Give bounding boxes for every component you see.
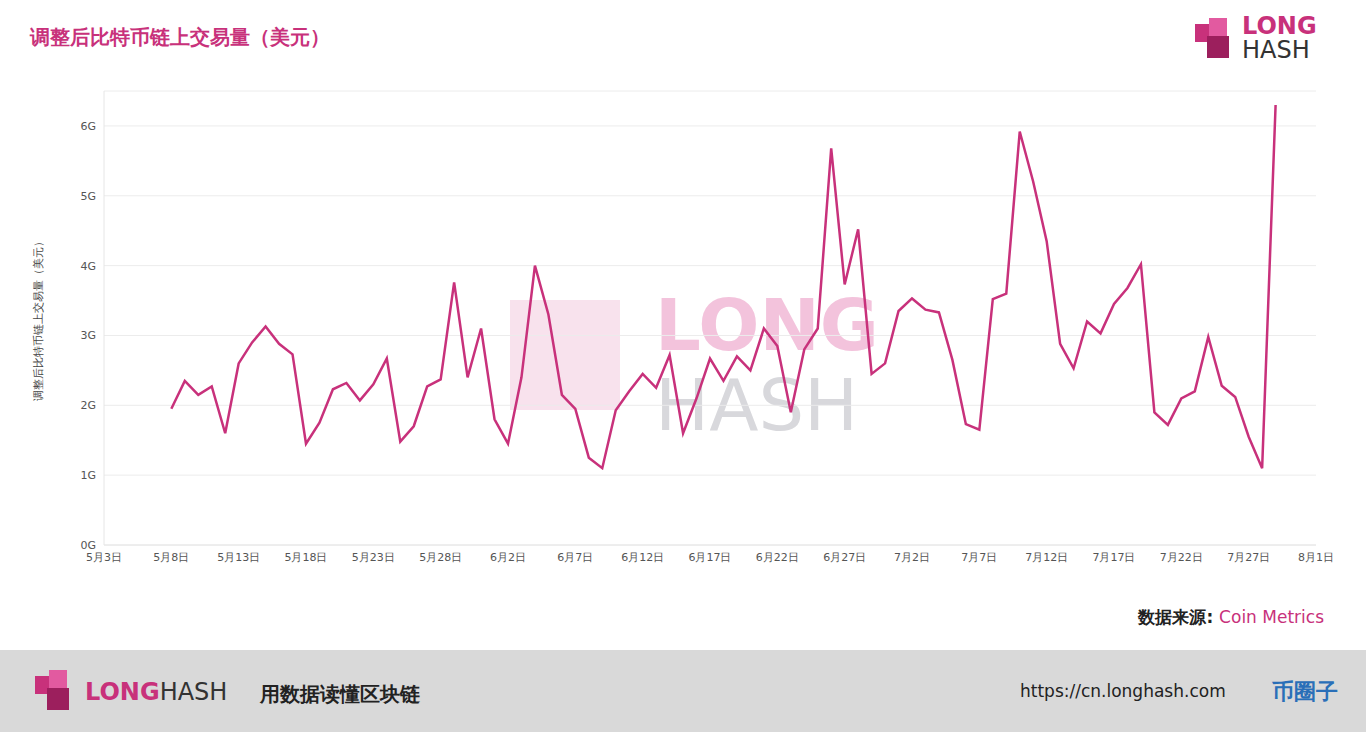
html-text:https://cn.longhash.com: https://cn.longhash.com (1020, 681, 1226, 701)
svg-text:5G: 5G (80, 190, 96, 203)
svg-text:7月7日: 7月7日 (961, 551, 997, 564)
svg-text:6月12日: 6月12日 (621, 551, 664, 564)
svg-text:5月13日: 5月13日 (217, 551, 260, 564)
html-text:LONG: LONG (1242, 12, 1317, 40)
svg-text:6G: 6G (80, 120, 96, 133)
html-text:HASH: HASH (1242, 36, 1310, 64)
svg-text:3G: 3G (80, 329, 96, 342)
html-text:用数据读懂区块链: 用数据读懂区块链 (260, 682, 420, 706)
html-text:LONG HASH: LONG HASH (85, 678, 228, 706)
html-text:币圈子: 币圈子 (1272, 679, 1338, 704)
svg-text:调整后比特币链上交易量（美元）: 调整后比特币链上交易量（美元） (32, 236, 45, 401)
svg-text:0G: 0G (80, 539, 96, 552)
svg-text:6月27日: 6月27日 (823, 551, 866, 564)
svg-text:7月2日: 7月2日 (894, 551, 930, 564)
html-text:HASH: HASH (655, 363, 859, 447)
html-text:调整后比特币链上交易量（美元）: 调整后比特币链上交易量（美元） (30, 25, 330, 49)
svg-text:7月27日: 7月27日 (1227, 551, 1270, 564)
svg-text:7月22日: 7月22日 (1160, 551, 1203, 564)
svg-text:5月28日: 5月28日 (419, 551, 462, 564)
html-text:数据来源: Coin Metrics: 数据来源: Coin Metrics (1138, 607, 1324, 627)
svg-text:6月2日: 6月2日 (490, 551, 526, 564)
svg-text:4G: 4G (80, 260, 96, 273)
svg-text:2G: 2G (80, 399, 96, 412)
svg-text:6月7日: 6月7日 (557, 551, 593, 564)
svg-text:5月3日: 5月3日 (86, 551, 122, 564)
svg-text:7月17日: 7月17日 (1093, 551, 1136, 564)
svg-text:5月23日: 5月23日 (352, 551, 395, 564)
svg-text:7月12日: 7月12日 (1025, 551, 1068, 564)
html-text:LONG: LONG (655, 283, 879, 367)
svg-text:5月18日: 5月18日 (285, 551, 328, 564)
svg-text:6月22日: 6月22日 (756, 551, 799, 564)
svg-text:5月8日: 5月8日 (153, 551, 189, 564)
svg-text:6月17日: 6月17日 (689, 551, 732, 564)
svg-text:8月1日: 8月1日 (1298, 551, 1334, 564)
svg-text:1G: 1G (80, 469, 96, 482)
